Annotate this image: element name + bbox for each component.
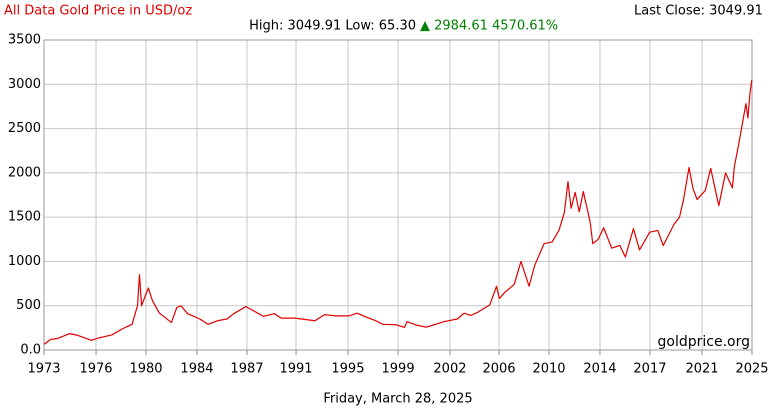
x-tick-label: 2010 — [532, 362, 565, 377]
x-tick-label: 1973 — [27, 362, 60, 377]
x-tick-label: 1987 — [230, 362, 263, 377]
x-tick-label: 1995 — [331, 362, 364, 377]
change: ▲ 2984.61 4570.61% — [420, 19, 558, 34]
x-tick-label: 2006 — [482, 362, 515, 377]
price-line — [43, 79, 753, 345]
plot-border — [43, 39, 753, 351]
x-tick-label: 2002 — [433, 362, 466, 377]
x-tick-label: 1976 — [79, 362, 112, 377]
date: Friday, March 28, 2025 — [323, 392, 472, 407]
y-tick-label: 1000 — [8, 254, 41, 269]
x-tick-label: 2025 — [735, 362, 768, 377]
y-tick-label: 2000 — [8, 165, 41, 180]
last-close: Last Close: 3049.91 — [634, 4, 763, 19]
x-tick-label: 2021 — [685, 362, 718, 377]
x-tick-label: 1984 — [180, 362, 213, 377]
x-tick-label: 2014 — [583, 362, 616, 377]
chart-title: All Data Gold Price in USD/oz — [4, 4, 192, 19]
watermark: goldprice.org — [658, 334, 750, 350]
y-tick-label: 1500 — [8, 210, 41, 225]
x-tick-label: 1991 — [279, 362, 312, 377]
y-tick-label: 500 — [16, 298, 41, 313]
high-low: High: 3049.91 Low: 65.30 — [249, 19, 416, 34]
y-tick-label: 2500 — [8, 121, 41, 136]
y-tick-label: 3000 — [8, 77, 41, 92]
x-tick-label: 1999 — [382, 362, 415, 377]
x-tick-label: 2017 — [633, 362, 666, 377]
y-tick-label: 0.0 — [20, 343, 41, 358]
x-tick-label: 1980 — [129, 362, 162, 377]
y-tick-label: 3500 — [8, 33, 41, 48]
